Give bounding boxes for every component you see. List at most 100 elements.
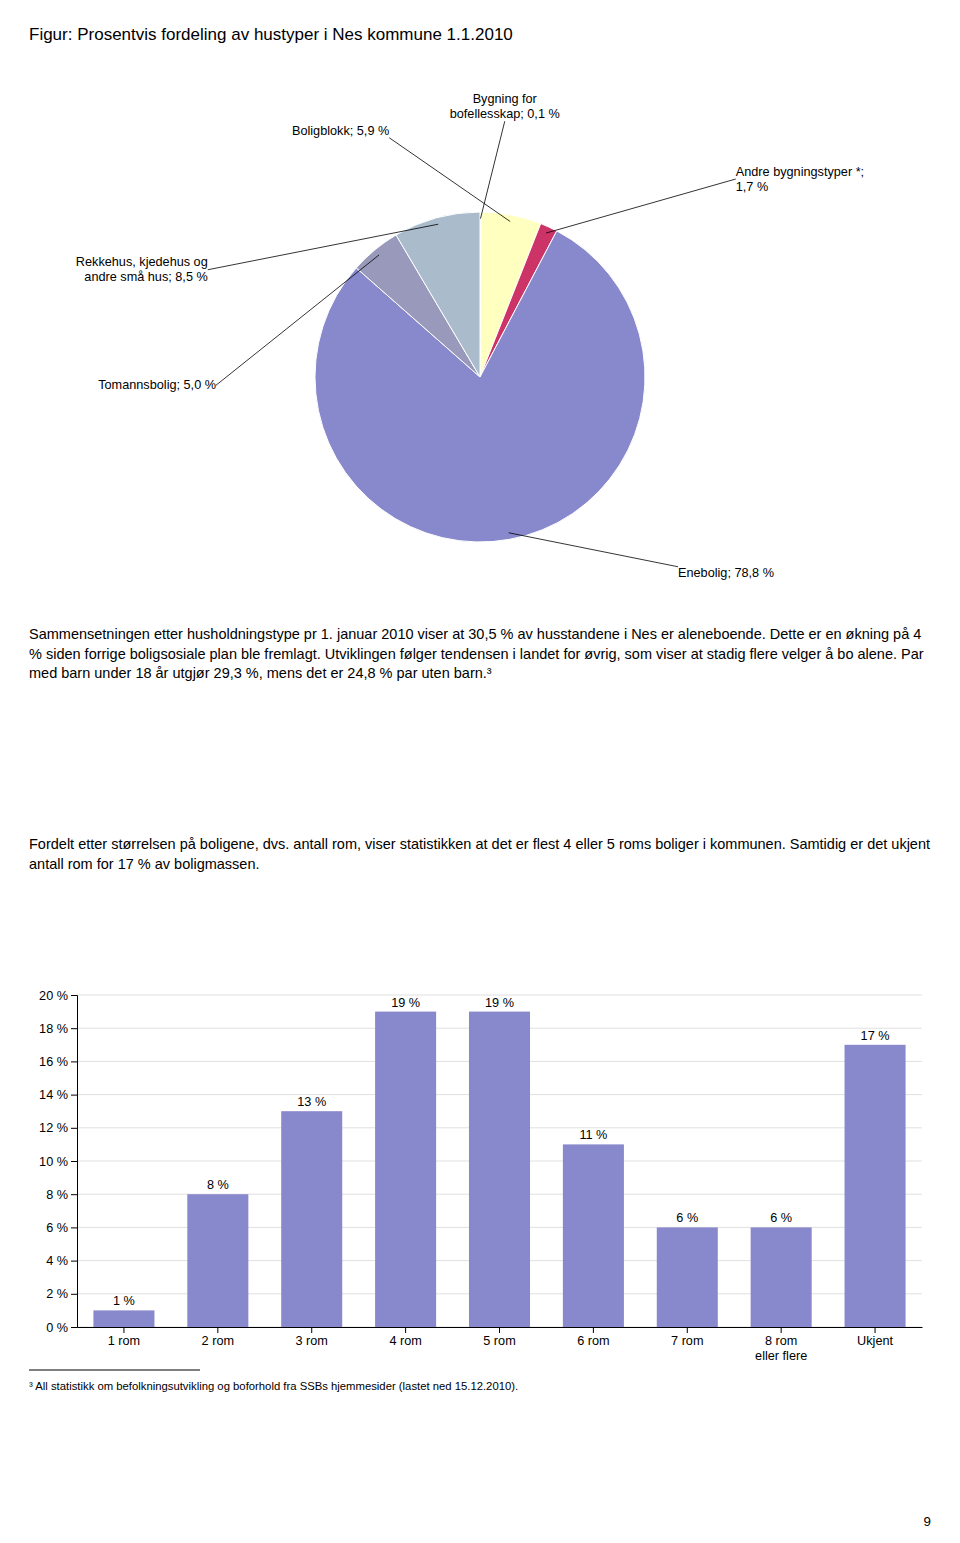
slice-label: Rekkehus, kjedehus ogandre små hus; 8,5 … [76,255,208,284]
tick-label: 8 % [46,1188,68,1202]
tick-label: 4 rom [389,1334,421,1348]
bar [187,1194,248,1327]
footnote-rule [29,1370,200,1371]
bar-chart: 0 % 2 % 4 % 6 % 8 % 10 % 12 % 14 % 16 % 18 % 20 % 1… [39,989,922,1364]
pie-slice [396,212,480,377]
tick-mark [687,1327,688,1333]
tick: 8 % [46,1188,77,1202]
tick: 6 rom [577,1327,609,1348]
tick-mark [71,1194,77,1195]
chart-title: Figur: Prosentvis fordeling av hustyper … [29,25,513,44]
tick-mark [217,1327,218,1333]
tick-label: 4 % [46,1254,68,1268]
bar [657,1227,718,1327]
data-label: 1 % [113,1294,135,1308]
tick-label: 20 % [39,989,68,1003]
tick-mark [71,995,77,996]
pie-labels: Bygning forbofellesskap; 0,1 % Boligblokk… [76,92,864,580]
tick: 4 rom [389,1327,421,1348]
tick-mark [405,1327,406,1333]
tick-label: 0 % [46,1321,68,1335]
tick-label: 8 romeller flere [755,1334,807,1363]
bar [751,1227,812,1327]
tick: 10 % [39,1155,77,1169]
tick-label: Ukjent [857,1334,893,1348]
page-number: 9 [924,1514,931,1529]
slice-label: Andre bygningstyper *;1,7 % [736,165,864,194]
tick: 0 % [46,1321,77,1335]
tick: 3 rom [296,1327,328,1348]
tick-label: 5 rom [483,1334,515,1348]
slice-label: Tomannsbolig; 5,0 % [98,378,216,392]
tick: 18 % [39,1022,77,1036]
leader-line [509,533,678,567]
tick-mark [875,1327,876,1333]
tick-mark [71,1161,77,1162]
axis-line [71,996,78,1328]
pie [315,212,645,542]
data-label: 13 % [297,1095,326,1109]
tick: 1 rom [108,1327,140,1348]
tick-label: 3 rom [296,1334,328,1348]
tick-label: 14 % [39,1088,68,1102]
tick: 12 % [39,1121,77,1135]
tick: 6 % [46,1221,77,1235]
data-labels: 1 % 8 % 13 % 19 % 19 % 11 % 6 % 6 % 17 % [113,996,890,1309]
leader-line [480,121,504,218]
tick-mark [781,1327,782,1333]
bar [281,1111,342,1327]
tick: 4 % [46,1254,77,1268]
tick-mark [71,1061,77,1062]
data-label: 19 % [391,996,420,1010]
bar [93,1310,154,1327]
tick: 5 rom [483,1327,515,1348]
tick-mark [71,1128,77,1129]
leader-line [389,138,510,222]
tick-mark [71,1261,77,1262]
tick: 14 % [39,1088,77,1102]
tick-label: 18 % [39,1022,68,1036]
tick: 16 % [39,1055,77,1069]
leader-line [546,179,736,233]
tick-label: 6 rom [577,1334,609,1348]
tick-mark [71,1227,77,1228]
data-label: 17 % [861,1029,890,1043]
tick-mark [71,1028,77,1029]
tick-mark [71,1294,77,1295]
body-paragraph: Sammensetningen etter husholdningstype p… [29,625,931,684]
data-label: 6 % [676,1211,698,1225]
slice-label: Boligblokk; 5,9 % [292,124,389,138]
tick-mark [593,1327,594,1333]
tick: 7 rom [671,1327,703,1348]
bars [93,1012,905,1327]
x-axis: 1 rom 2 rom 3 rom 4 rom 5 rom 6 rom 7 rom 8 rom… [78,1327,923,1363]
leader-line [208,224,438,270]
tick: 8 romeller flere [755,1327,807,1363]
bar [845,1045,906,1327]
body-paragraph: Fordelt etter størrelsen på boligene, dv… [29,835,931,874]
tick-label: 16 % [39,1055,68,1069]
bar [469,1012,530,1327]
tick-label: 2 % [46,1287,68,1301]
tick-label: 12 % [39,1121,68,1135]
data-label: 11 % [579,1128,607,1142]
data-label: 8 % [207,1178,229,1192]
slice-label: Bygning forbofellesskap; 0,1 % [450,92,560,121]
tick-label: 2 rom [202,1334,234,1348]
tick-mark [71,1095,77,1096]
tick: 2 % [46,1287,77,1301]
tick-mark [123,1327,124,1333]
data-label: 6 % [770,1211,792,1225]
leader-line [216,255,379,385]
page-canvas: Figur: Prosentvis fordeling av hustyper … [0,0,960,1543]
slice-label: Enebolig; 78,8 % [678,566,774,580]
tick-label: 10 % [39,1155,68,1169]
y-axis: 0 % 2 % 4 % 6 % 8 % 10 % 12 % 14 % 16 % 18 % 20 % [39,989,77,1335]
tick-label: 7 rom [671,1334,703,1348]
data-label: 19 % [485,996,514,1010]
tick-label: 1 rom [108,1334,140,1348]
tick-mark [311,1327,312,1333]
tick-label: 6 % [46,1221,68,1235]
tick: Ukjent [857,1327,893,1348]
grid [77,995,922,1327]
